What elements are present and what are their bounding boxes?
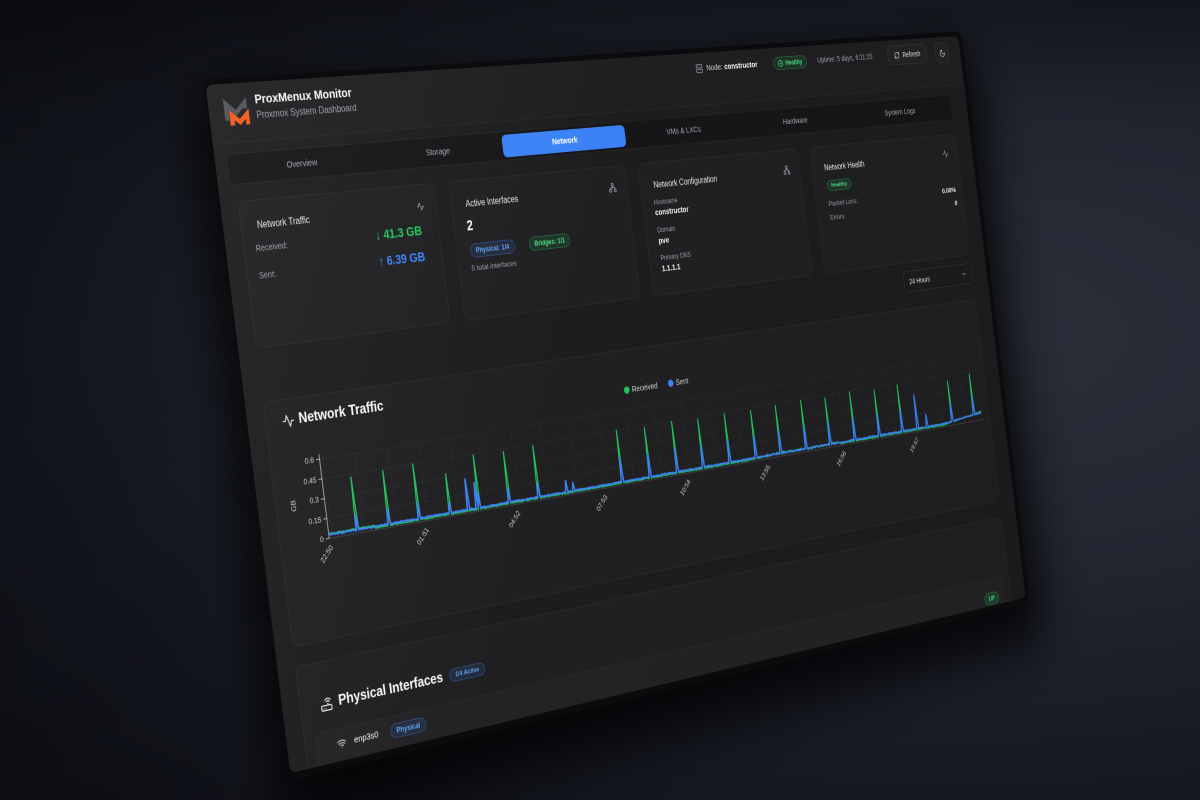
- svg-text:04:52: 04:52: [507, 509, 522, 530]
- svg-text:0.3: 0.3: [309, 495, 319, 506]
- svg-text:0.15: 0.15: [308, 515, 322, 527]
- svg-text:16:56: 16:56: [835, 449, 847, 468]
- svg-text:Received: Received: [631, 381, 658, 394]
- svg-text:Sent: Sent: [675, 376, 689, 387]
- svg-text:0: 0: [320, 535, 325, 545]
- svg-text:07:53: 07:53: [595, 493, 609, 513]
- svg-text:GB: GB: [289, 499, 298, 512]
- svg-text:22:50: 22:50: [319, 543, 335, 565]
- svg-text:13:55: 13:55: [759, 463, 772, 482]
- svg-text:19:57: 19:57: [909, 436, 921, 454]
- svg-text:0.45: 0.45: [303, 475, 317, 486]
- svg-text:10:54: 10:54: [679, 477, 693, 497]
- svg-text:0.6: 0.6: [304, 456, 314, 467]
- svg-text:01:51: 01:51: [415, 526, 430, 547]
